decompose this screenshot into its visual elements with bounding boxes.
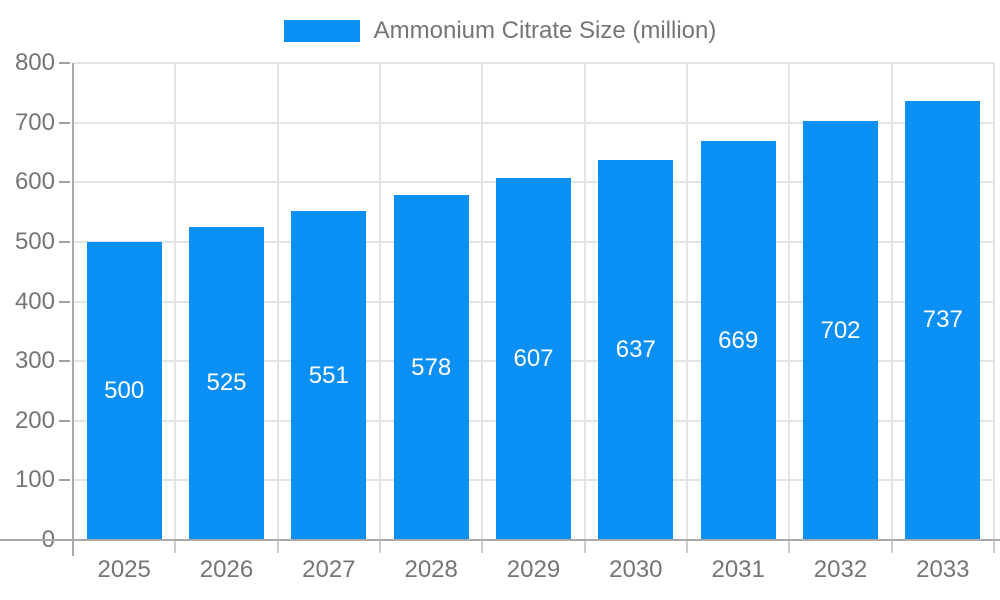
y-axis-label: 700 <box>14 108 55 136</box>
y-axis-label: 500 <box>14 227 55 255</box>
x-tick <box>174 540 177 553</box>
bar-value-label: 500 <box>104 376 145 404</box>
y-tick <box>59 300 70 303</box>
legend[interactable]: Ammonium Citrate Size (million) <box>0 14 1000 48</box>
v-gridline <box>686 63 688 540</box>
y-tick <box>59 121 70 124</box>
v-gridline <box>583 63 586 540</box>
bar-value-label: 669 <box>718 326 759 354</box>
x-axis-label: 2030 <box>609 556 663 583</box>
y-axis-label: 600 <box>14 168 55 196</box>
bar-value-label: 551 <box>308 361 349 389</box>
x-tick <box>379 540 381 553</box>
v-gridline <box>481 63 484 540</box>
x-axis-label: 2029 <box>506 556 561 583</box>
y-axis-label: 400 <box>14 287 55 315</box>
bar-value-label: 578 <box>411 353 452 381</box>
x-axis-line <box>0 539 1000 541</box>
y-tick <box>59 479 70 482</box>
bar-value-label: 607 <box>513 345 554 373</box>
v-gridline <box>379 63 381 540</box>
y-axis-label: 300 <box>14 347 55 375</box>
h-gridline <box>73 62 994 64</box>
h-gridline <box>73 121 994 124</box>
legend-swatch-icon <box>283 20 360 42</box>
x-tick <box>993 540 995 553</box>
x-tick <box>788 540 791 553</box>
x-axis-label: 2031 <box>711 556 765 583</box>
x-tick <box>276 540 279 553</box>
y-tick <box>59 181 70 184</box>
bar-value-label: 702 <box>820 316 861 344</box>
x-tick <box>481 540 484 553</box>
bar[interactable]: 702 <box>803 121 878 540</box>
bar[interactable]: 737 <box>905 100 981 540</box>
x-axis-label: 2025 <box>97 556 151 583</box>
y-axis-line <box>72 63 74 556</box>
y-axis-label: 800 <box>14 49 55 76</box>
bar[interactable]: 578 <box>393 195 469 540</box>
x-axis-label: 2028 <box>404 556 458 583</box>
v-gridline <box>788 63 791 540</box>
v-gridline <box>174 63 177 540</box>
v-gridline <box>890 63 893 540</box>
x-tick <box>686 540 688 553</box>
y-tick <box>59 360 70 363</box>
x-axis-label: 2032 <box>813 556 868 583</box>
y-tick <box>59 62 70 64</box>
legend-label: Ammonium Citrate Size (million) <box>373 17 717 44</box>
y-axis-label: 200 <box>14 406 55 434</box>
bar[interactable]: 637 <box>598 160 674 540</box>
y-tick <box>59 419 70 422</box>
x-axis-label: 2027 <box>302 556 356 583</box>
x-tick <box>583 540 586 553</box>
v-gridline <box>276 63 279 540</box>
x-axis-label: 2026 <box>199 556 254 583</box>
v-gridline <box>993 63 995 540</box>
bar-value-label: 737 <box>922 306 963 334</box>
y-axis-label: 100 <box>14 466 55 494</box>
bar[interactable]: 500 <box>86 241 162 540</box>
x-axis-label: 2033 <box>916 556 970 583</box>
bar-value-label: 637 <box>615 336 656 364</box>
bar[interactable]: 525 <box>189 226 264 540</box>
bar[interactable]: 607 <box>496 178 571 540</box>
bar[interactable]: 551 <box>291 211 367 540</box>
x-tick <box>890 540 893 553</box>
bar[interactable]: 669 <box>700 141 776 540</box>
y-tick <box>59 240 70 243</box>
bar-value-label: 525 <box>206 369 247 397</box>
